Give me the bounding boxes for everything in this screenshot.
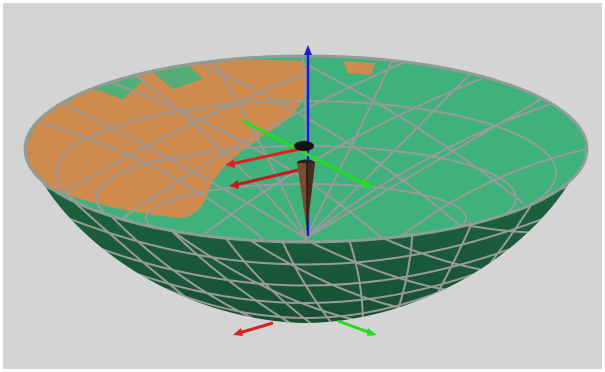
world-x-arrowhead <box>233 328 243 336</box>
origin-disc <box>294 141 314 151</box>
x-axis-arrowhead <box>225 159 235 168</box>
scene-canvas[interactable] <box>3 3 602 369</box>
world-y-axis-line <box>337 319 372 335</box>
x-axis-line-lower <box>234 167 304 187</box>
bowl-interior <box>25 56 587 242</box>
bowl-rim <box>23 54 589 244</box>
interior-orange-region <box>25 59 309 218</box>
world-origin-axes <box>233 319 377 336</box>
x-axis-line <box>230 147 301 166</box>
cone-marker <box>297 159 315 231</box>
x-axis-arrowhead-lower <box>229 180 239 189</box>
world-y-arrowhead <box>367 328 377 336</box>
z-axis-arrowhead <box>304 45 312 55</box>
y-axis-line <box>242 119 368 187</box>
3d-viewport[interactable] <box>3 3 602 369</box>
y-axis-arrowhead <box>361 179 373 188</box>
world-x-axis-line <box>238 321 274 335</box>
